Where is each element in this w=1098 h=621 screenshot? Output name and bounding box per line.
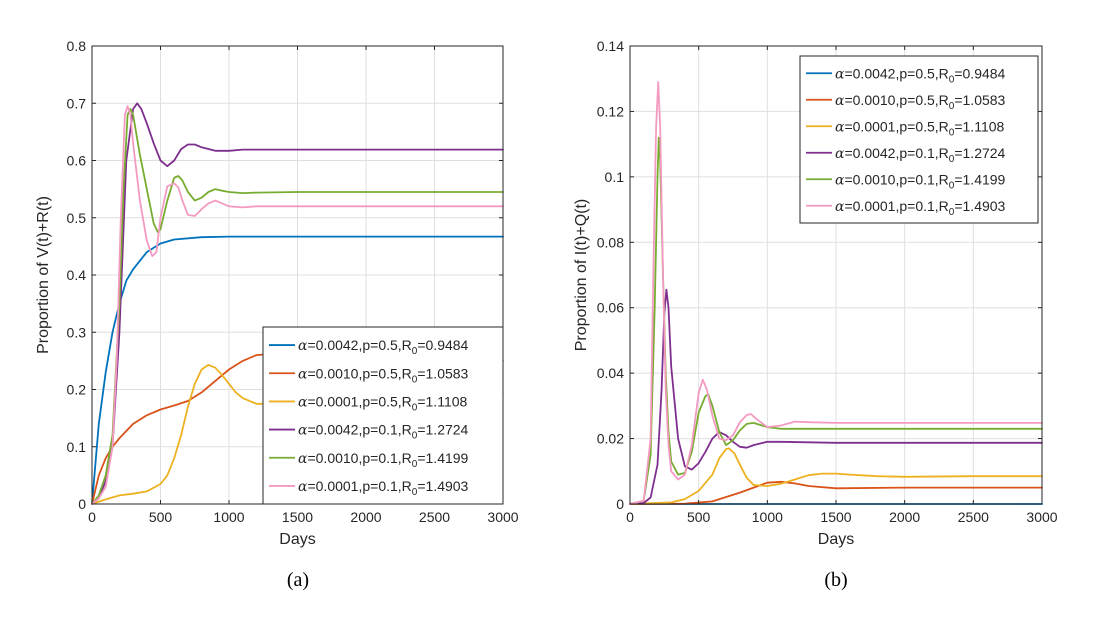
legend-entry: α=0.0001,p=0.5,R0=1.1108 [298,393,468,413]
legend-entry: α=0.0042,p=0.1,R0=1.2724 [298,422,469,442]
y-tick-label: 0.5 [67,210,87,226]
y-tick-label: 0.04 [597,365,624,381]
y-tick-label: 0.1 [67,439,87,455]
series-line-6 [629,81,1043,505]
x-tick-label: 1000 [213,509,244,525]
alpha-symbol: α [298,423,308,439]
y-tick-label: 0.4 [67,267,87,283]
series-line-1 [91,235,504,505]
series-line-6 [91,105,504,505]
series-line-4 [629,288,1043,505]
x-tick-label: 0 [626,509,634,525]
x-tick-label: 3000 [487,509,518,525]
panel-caption: (a) [287,569,309,591]
x-tick-label: 3000 [1026,509,1057,525]
legend-entry: α=0.0042,p=0.5,R0=0.9484 [298,337,469,357]
legend-entry: α=0.0042,p=0.1,R0=1.2724 [835,145,1006,165]
legend-box [799,55,1039,224]
alpha-symbol: α [835,172,845,188]
x-axis-label: Days [818,531,854,548]
x-tick-label: 500 [149,509,173,525]
alpha-symbol: α [298,479,308,495]
alpha-symbol: α [835,199,845,215]
legend-entry: α=0.0010,p=0.5,R0=1.0583 [298,365,469,385]
legend-entry: α=0.0001,p=0.1,R0=1.4903 [298,478,469,498]
y-tick-label: 0.6 [67,153,87,169]
chart-panel-b: 0 500 1000 1500 2000 2500 3000 0 0.02 0.04 0.06 0.0… [573,38,1058,591]
x-tick-label: 500 [687,509,711,525]
legend-entry: α=0.0010,p=0.1,R0=1.4199 [835,171,1006,191]
legend: α=0.0042,p=0.5,R0=0.9484 α=0.0010,p=0.5,R… [799,55,1039,224]
y-tick-label: 0 [78,496,86,512]
y-tick-label: 0.06 [597,300,624,316]
y-tick-label: 0.02 [597,431,624,447]
x-axis-label: Days [279,531,315,548]
y-tick-label: 0.3 [67,324,87,340]
y-axis-label: Proportion of V(t)+R(t) [35,196,52,354]
legend-box [262,326,504,505]
y-tick-label: 0.14 [597,38,624,54]
y-tick-label: 0.7 [67,95,87,111]
x-tick-label: 1500 [282,509,313,525]
x-tick-label: 1000 [752,509,783,525]
y-tick-label: 0.08 [597,234,624,250]
alpha-symbol: α [835,93,845,109]
panel-caption: (b) [824,569,847,591]
alpha-symbol: α [298,366,308,382]
y-tick-label: 0.1 [605,169,625,185]
x-tick-label: 2000 [350,509,381,525]
x-tick-label: 0 [88,509,96,525]
legend-entry: α=0.0001,p=0.1,R0=1.4903 [835,198,1006,218]
series-line-3 [629,447,1043,505]
alpha-symbol: α [835,66,845,82]
y-tick-label: 0.2 [67,382,87,398]
alpha-symbol: α [298,394,308,410]
legend-entry: α=0.0042,p=0.5,R0=0.9484 [835,65,1006,85]
y-tick-label: 0 [616,496,624,512]
x-tick-label: 2500 [958,509,989,525]
chart-panel-a: 0 500 1000 1500 2000 2500 3000 0 0.1 0.2 0.3 0.4 0.5… [35,38,519,591]
series-line-2 [629,480,1043,505]
legend-entry: α=0.0001,p=0.5,R0=1.1108 [835,118,1005,138]
y-tick-label: 0.12 [597,103,624,119]
series-line-5 [91,108,504,505]
x-tick-label: 2000 [889,509,920,525]
y-axis-label: Proportion of I(t)+Q(t) [573,199,590,352]
alpha-symbol: α [298,338,308,354]
x-tick-label: 2500 [419,509,450,525]
series-line-4 [91,102,504,505]
y-tick-label: 0.8 [67,38,87,54]
x-tick-label: 1500 [820,509,851,525]
alpha-symbol: α [298,451,308,467]
legend-entry: α=0.0010,p=0.1,R0=1.4199 [298,450,469,470]
alpha-symbol: α [835,119,845,135]
alpha-symbol: α [835,146,845,162]
legend: α=0.0042,p=0.5,R0=0.9484 α=0.0010,p=0.5,R… [262,326,504,505]
legend-entry: α=0.0010,p=0.5,R0=1.0583 [835,92,1006,112]
